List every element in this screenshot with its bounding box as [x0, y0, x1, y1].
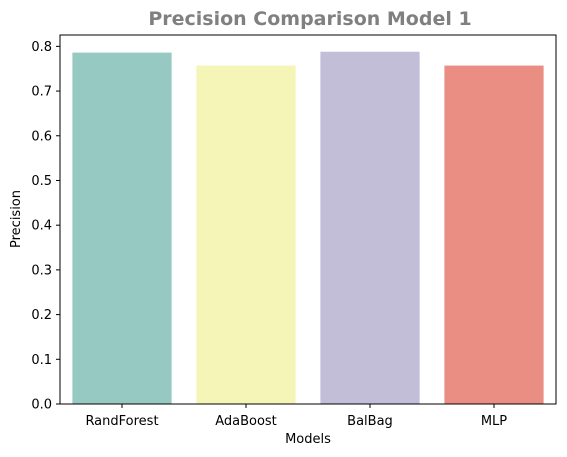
x-axis-label: Models — [285, 432, 331, 447]
y-tick-label: 0.1 — [31, 353, 52, 368]
bar-adaboost — [196, 65, 296, 404]
bar-randforest — [72, 52, 172, 405]
y-tick-label: 0.2 — [31, 308, 52, 323]
y-tick-label: 0.0 — [31, 398, 52, 413]
x-tick-label: RandForest — [85, 414, 158, 429]
chart-title: Precision Comparison Model 1 — [148, 8, 471, 30]
x-axis-ticks: RandForest AdaBoost BalBag MLP — [85, 404, 507, 429]
bars-group — [72, 51, 544, 405]
x-tick-label: BalBag — [347, 414, 393, 429]
y-axis-label: Precision — [9, 190, 24, 248]
bar-balbag — [320, 51, 420, 404]
y-tick-label: 0.6 — [31, 129, 52, 144]
plot-frame — [59, 34, 557, 405]
y-tick-label: 0.5 — [31, 174, 52, 189]
y-tick-label: 0.3 — [31, 263, 52, 278]
y-tick-label: 0.8 — [31, 40, 52, 55]
y-tick-label: 0.4 — [31, 219, 52, 234]
x-tick-label: AdaBoost — [215, 414, 277, 429]
bar-mlp — [444, 65, 544, 404]
y-tick-label: 0.7 — [31, 85, 52, 100]
x-tick-label: MLP — [481, 414, 507, 429]
y-axis-ticks: 0.0 0.1 0.2 0.3 0.4 0.5 0.6 0.7 0.8 — [31, 40, 60, 413]
